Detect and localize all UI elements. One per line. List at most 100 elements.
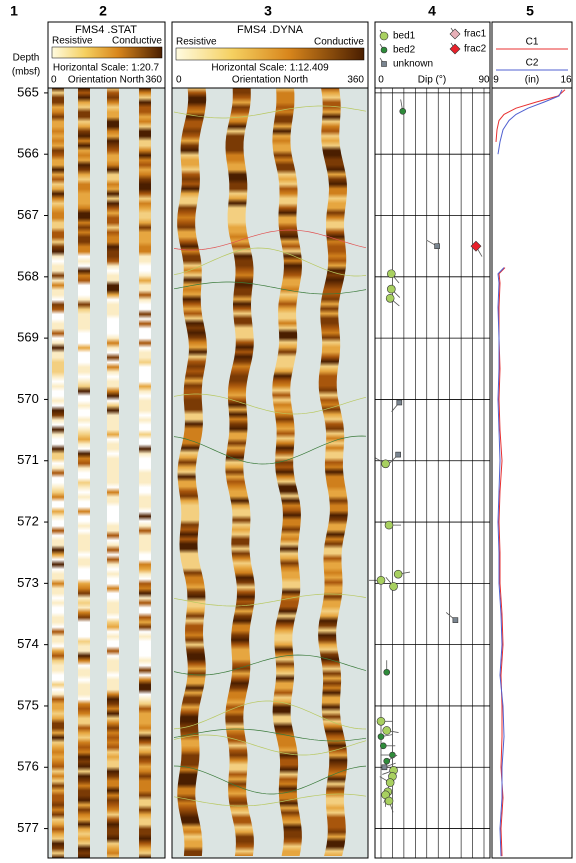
stat-min: 0 [51, 75, 57, 86]
dyna-left: Resistive [176, 37, 217, 48]
dyna-right: Conductive [314, 37, 364, 48]
dip-pick [379, 742, 387, 750]
dip-tick-label: 90 [478, 75, 490, 86]
dip-axis-label: Dip (°) [418, 75, 446, 86]
dip-pick [385, 293, 395, 303]
sinusoid [173, 393, 367, 415]
sinusoid [173, 247, 367, 277]
dip-pick [449, 28, 461, 40]
dyna-color-bar [175, 47, 365, 61]
legend-label: bed2 [393, 45, 416, 56]
stat-strip [78, 88, 90, 858]
dip-pick [381, 459, 390, 469]
sinusoid [173, 105, 367, 119]
dip-pick [381, 764, 388, 771]
dip-pick [386, 284, 396, 294]
dip-pick [393, 569, 403, 579]
dyna-strip [177, 88, 207, 856]
sinusoid [173, 734, 367, 756]
dyna-strip [318, 88, 348, 856]
sinusoid [173, 281, 367, 295]
stat-scale: Horizontal Scale: 1:20.7 [53, 63, 160, 74]
stat-axis: Orientation North [68, 75, 144, 86]
sinusoid [173, 229, 367, 251]
dip-pick [381, 61, 387, 67]
column-number: 2 [99, 3, 107, 19]
column-number: 3 [264, 3, 272, 19]
dip-frame [374, 21, 491, 859]
column-number: 5 [526, 3, 534, 19]
dip-pick [384, 520, 394, 530]
frames [47, 21, 573, 859]
depth-tick-label: 567 [17, 207, 39, 222]
column-number: 4 [428, 3, 436, 19]
dip-pick [383, 668, 391, 676]
depth-tick-label: 575 [17, 697, 39, 712]
marks [369, 88, 566, 858]
legend-label: unknown [393, 59, 433, 70]
dip-pick [399, 107, 407, 115]
dip-pick [452, 617, 459, 623]
dyna-title: FMS4 .DYNA [237, 24, 304, 36]
dip-pick [449, 43, 461, 55]
dip-pick [396, 399, 403, 406]
dip-pick [434, 243, 440, 249]
legend-label: frac2 [464, 44, 487, 55]
sinusoid [173, 793, 367, 807]
stat-frame [47, 21, 166, 859]
caliper-frame [491, 21, 573, 859]
depth-label: Depth [13, 53, 40, 64]
dyna-max: 360 [347, 75, 364, 86]
dip-pick [382, 726, 392, 735]
depth-tick-label: 569 [17, 330, 39, 345]
image-strips [52, 88, 367, 858]
legend-label: C2 [526, 58, 539, 69]
depth-tick-label: 565 [17, 84, 39, 99]
dip-tick-label: 0 [378, 75, 384, 86]
dip-pick [384, 796, 394, 806]
sinusoid [173, 654, 367, 676]
caliper-tick-label: 16 [560, 75, 572, 86]
stat-title: FMS4 .STAT [75, 24, 137, 36]
stat-strip [107, 88, 119, 858]
legend-label: C1 [526, 37, 539, 48]
depth-tick-label: 570 [17, 391, 39, 406]
dip-pick [383, 757, 391, 765]
depth-tick-label: 573 [17, 575, 39, 590]
depth-unit: (mbsf) [12, 67, 40, 78]
dip-pick [380, 46, 388, 54]
depth-tick-label: 576 [17, 759, 39, 774]
dyna-min: 0 [176, 75, 182, 86]
stat-color-bar [51, 46, 163, 59]
dyna-axis: Orientation North [232, 75, 308, 86]
sinusoid [173, 593, 367, 607]
depth-tick-label: 571 [17, 452, 39, 467]
legend-label: bed1 [393, 31, 416, 42]
caliper-tick-label: 9 [493, 75, 499, 86]
dip-panel [375, 88, 490, 858]
stat-strip [52, 88, 64, 858]
dip-pick [385, 778, 395, 787]
dyna-strip [225, 88, 255, 856]
caliper-unit: (in) [525, 75, 539, 86]
depth-tick-label: 566 [17, 146, 39, 161]
caliper-curve [495, 89, 566, 857]
stat-max: 360 [145, 75, 162, 86]
dyna-strip [272, 88, 302, 856]
dip-pick [376, 716, 386, 726]
dip-pick [376, 575, 386, 585]
stat-strip [139, 88, 151, 858]
stat-left: Resistive [52, 36, 93, 47]
depth-tick-label: 577 [17, 820, 39, 835]
dip-pick [389, 751, 396, 759]
dyna-frame [171, 21, 369, 859]
dip-pick [379, 31, 389, 41]
sinusoid [173, 700, 367, 730]
sinusoid [173, 765, 367, 795]
sinusoid [173, 435, 367, 465]
depth-tick-label: 574 [17, 636, 39, 651]
sinusoid [173, 728, 367, 742]
caliper-curve [497, 89, 563, 857]
dip-pick [395, 451, 401, 458]
depth-tick-label: 568 [17, 268, 39, 283]
